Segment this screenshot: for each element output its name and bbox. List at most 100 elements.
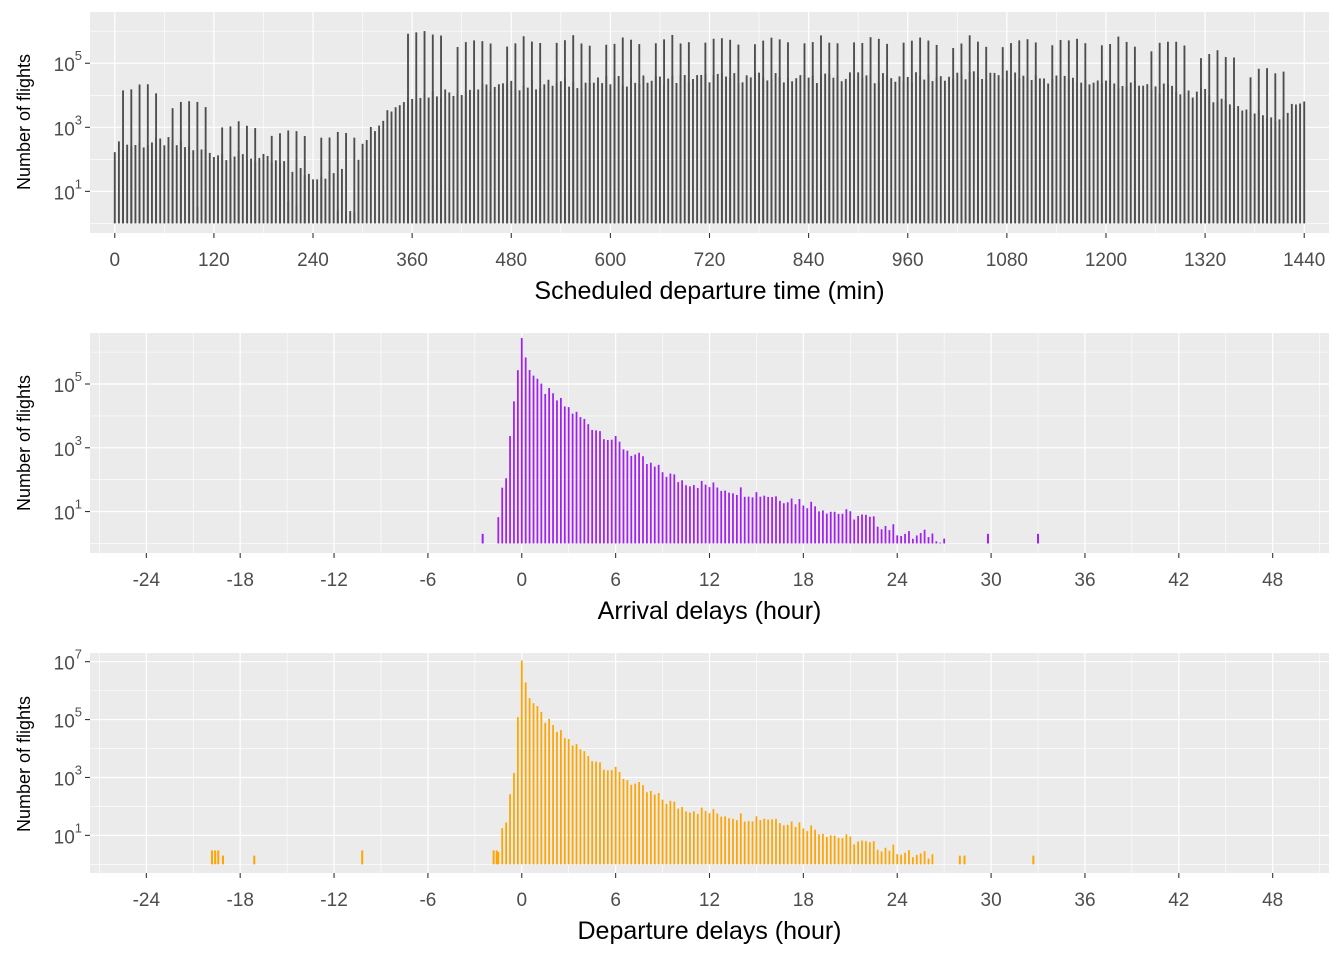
bar [617, 76, 620, 224]
bar [1171, 85, 1173, 224]
bar [1191, 97, 1194, 224]
bar [795, 78, 798, 224]
bar [770, 37, 773, 224]
bar [595, 761, 597, 865]
bars [481, 337, 1040, 544]
bar [1179, 94, 1182, 224]
bar [915, 535, 918, 544]
x-tick-label: 6 [610, 570, 621, 591]
bar [130, 89, 133, 224]
bar [720, 38, 723, 224]
x-tick-label: 960 [892, 250, 924, 271]
bar [575, 744, 578, 865]
bar [192, 150, 195, 224]
bar [353, 137, 356, 224]
bar [501, 487, 504, 544]
bar [509, 435, 511, 544]
bar [1133, 46, 1136, 224]
bar [270, 135, 273, 224]
bar [1237, 106, 1240, 224]
bar [790, 821, 793, 865]
bar [625, 86, 628, 224]
bar [505, 822, 508, 865]
bar [884, 526, 887, 544]
x-tick-label: 48 [1262, 890, 1283, 911]
bar [841, 513, 844, 544]
bar [481, 533, 484, 544]
bar [626, 780, 629, 865]
bar [910, 40, 913, 224]
bar [378, 125, 381, 224]
bar [919, 533, 922, 544]
x-tick-label: 1320 [1184, 250, 1226, 271]
bar [712, 808, 715, 865]
bar [1038, 78, 1041, 224]
bar [739, 487, 742, 544]
bar [1080, 82, 1083, 224]
bar [685, 811, 687, 865]
bar [814, 506, 816, 544]
bar [1117, 36, 1120, 224]
bar [782, 825, 785, 865]
y-tick-label: 105 [54, 705, 82, 733]
bar [882, 73, 884, 224]
bar [869, 37, 872, 224]
bar [661, 799, 664, 865]
bar [295, 131, 298, 224]
bar [493, 86, 496, 224]
bars [211, 660, 1035, 865]
x-tick-label: -6 [419, 570, 436, 591]
bar [923, 529, 926, 544]
bar [876, 526, 879, 544]
bar [825, 513, 828, 544]
bar [580, 43, 583, 224]
x-tick-label: 36 [1074, 570, 1095, 591]
bar [948, 76, 950, 224]
bar [1208, 54, 1211, 224]
x-tick-label: -12 [320, 890, 347, 911]
bar [233, 156, 236, 224]
bar [1224, 56, 1227, 224]
bar [985, 46, 988, 224]
bar [427, 97, 430, 224]
y-tick-label: 101 [54, 497, 82, 525]
bar [1014, 72, 1017, 224]
bar [448, 92, 451, 224]
bar [528, 369, 531, 544]
bar [818, 511, 820, 544]
bar [892, 524, 895, 544]
bar [1175, 41, 1178, 224]
bar [610, 770, 613, 865]
bar [1195, 91, 1198, 224]
bar [361, 143, 364, 224]
bar [865, 514, 867, 544]
bar [939, 76, 942, 224]
bar [685, 485, 687, 544]
bar [518, 90, 521, 224]
bar [513, 401, 515, 544]
bar [113, 152, 116, 224]
bar [536, 378, 539, 544]
bar [782, 82, 785, 224]
bars [113, 31, 1306, 224]
bar [861, 514, 863, 544]
bar [919, 37, 922, 224]
bar [1295, 104, 1297, 224]
bar [981, 79, 984, 224]
bar [857, 72, 860, 224]
bar [266, 155, 269, 224]
bar [117, 141, 120, 224]
bar [495, 850, 498, 865]
bar [134, 145, 137, 224]
x-tick-label: -24 [133, 890, 161, 911]
bar [622, 449, 625, 544]
bar [122, 90, 124, 224]
bar [407, 33, 409, 224]
bar [810, 501, 813, 544]
bar [1047, 83, 1050, 224]
bar [692, 485, 695, 544]
bar [583, 418, 586, 544]
bar [716, 487, 719, 544]
bar [963, 855, 966, 865]
bar [787, 42, 789, 224]
